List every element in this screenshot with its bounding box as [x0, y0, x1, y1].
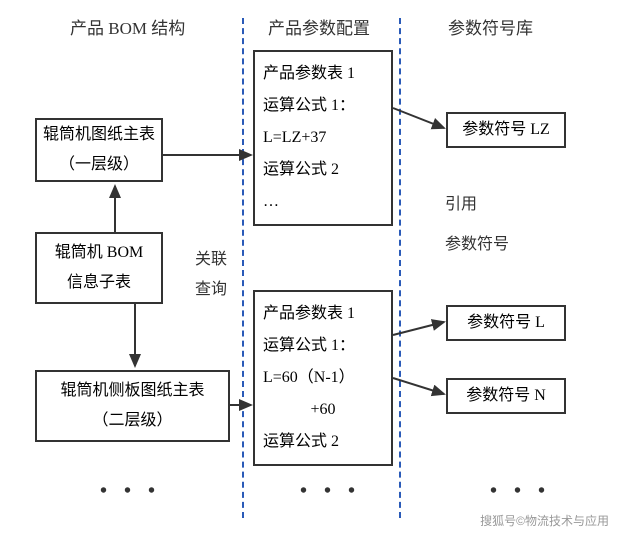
- param-box-2: 产品参数表 1 运算公式 1： L=60（N-1） +60 运算公式 2: [253, 290, 393, 466]
- param-box-1: 产品参数表 1 运算公式 1： L=LZ+37 运算公式 2 …: [253, 50, 393, 226]
- box-roller-side-l1: 辊筒机侧板图纸主表: [60, 376, 204, 406]
- p2-l1: 产品参数表 1: [263, 298, 383, 330]
- box-roller-side: 辊筒机侧板图纸主表 （二层级）: [35, 370, 230, 442]
- label-assoc-1: 关联: [195, 245, 227, 275]
- box-sym-lz: 参数符号 LZ: [446, 112, 566, 148]
- p1-l1: 产品参数表 1: [263, 58, 383, 90]
- p1-l2: 运算公式 1：: [263, 90, 383, 122]
- p1-l3: L=LZ+37: [263, 122, 383, 154]
- label-assoc-2: 查询: [195, 275, 227, 305]
- watermark: 搜狐号©物流技术与应用: [480, 512, 609, 529]
- box-roller-side-l2: （二层级）: [92, 406, 172, 436]
- p2-l4: +60: [263, 394, 383, 426]
- col-divider-1: [242, 18, 244, 518]
- dots-right: • • •: [490, 480, 551, 503]
- p2-l5: 运算公式 2: [263, 426, 383, 458]
- dots-left: • • •: [100, 480, 161, 503]
- label-ref-1: 引用: [445, 190, 509, 220]
- box-sym-l: 参数符号 L: [446, 305, 566, 341]
- col-header-bom: 产品 BOM 结构: [70, 14, 185, 39]
- box-roller-main-l2: （一层级）: [59, 150, 139, 180]
- box-roller-bom: 辊筒机 BOM 信息子表: [35, 232, 163, 304]
- box-sym-n: 参数符号 N: [446, 378, 566, 414]
- label-ref-2: 参数符号: [445, 230, 509, 260]
- dots-mid: • • •: [300, 480, 361, 503]
- p2-l3: L=60（N-1）: [263, 362, 383, 394]
- sym-lz-text: 参数符号 LZ: [462, 115, 550, 145]
- sym-l-text: 参数符号 L: [467, 308, 545, 338]
- col-header-symlib: 参数符号库: [448, 14, 533, 39]
- box-roller-main: 辊筒机图纸主表 （一层级）: [35, 118, 163, 182]
- col-divider-2: [399, 18, 401, 518]
- col-header-param: 产品参数配置: [268, 14, 370, 39]
- box-roller-main-l1: 辊筒机图纸主表: [43, 120, 155, 150]
- label-ref: 引用 参数符号: [445, 190, 509, 261]
- box-roller-bom-l1: 辊筒机 BOM: [55, 238, 143, 268]
- box-roller-bom-l2: 信息子表: [67, 268, 131, 298]
- p1-l4: 运算公式 2: [263, 154, 383, 186]
- label-assoc-query: 关联 查询: [195, 245, 227, 306]
- sym-n-text: 参数符号 N: [466, 381, 546, 411]
- p2-l2: 运算公式 1：: [263, 330, 383, 362]
- p1-l5: …: [263, 186, 383, 218]
